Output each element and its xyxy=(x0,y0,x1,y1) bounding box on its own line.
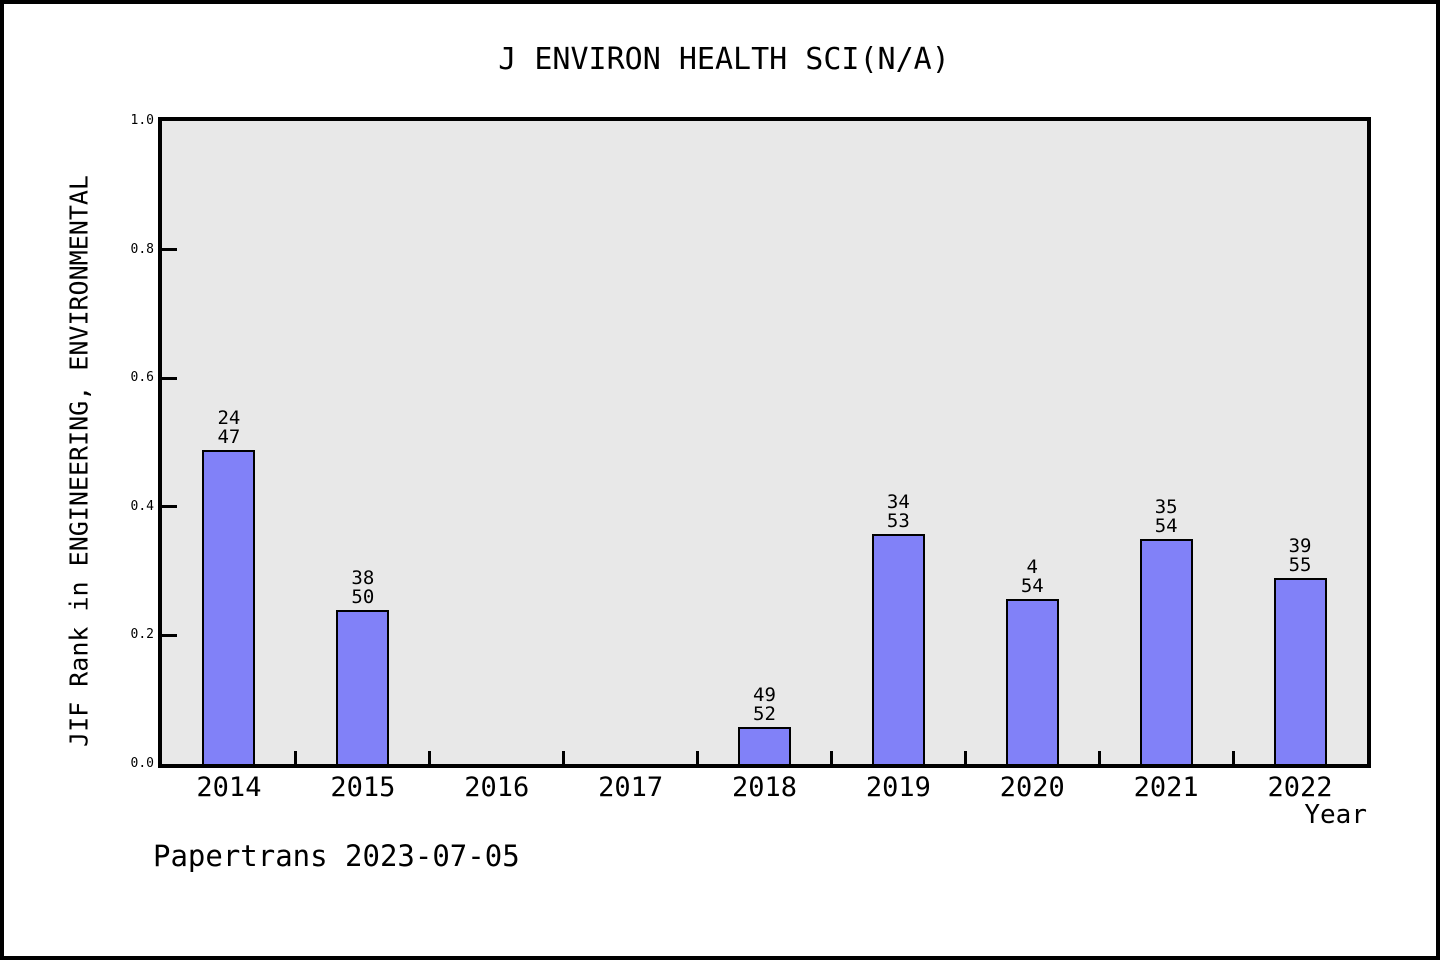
x-tick-label-2016: 2016 xyxy=(464,772,530,803)
bar-value-line: 24 xyxy=(217,407,241,429)
bar-2022 xyxy=(1273,578,1327,764)
y-tick-mark xyxy=(162,248,177,252)
x-tick-label-2018: 2018 xyxy=(731,772,798,803)
y-tick-mark xyxy=(162,633,177,637)
bar-value-line: 52 xyxy=(753,703,776,725)
bar-value-label-2022: 39 55 xyxy=(1289,537,1312,575)
bar-value-label-2021: 35 54 xyxy=(1155,498,1178,536)
bar-value-line: 35 xyxy=(1154,496,1178,518)
bar-value-line: 38 xyxy=(351,567,375,589)
x-tick-mark xyxy=(963,751,967,764)
y-tick-mark xyxy=(162,376,177,380)
bar-2020 xyxy=(1005,599,1059,764)
bar-value-line: 53 xyxy=(886,510,910,532)
bar-2021 xyxy=(1139,539,1193,764)
x-tick-mark xyxy=(1097,751,1101,764)
bar-value-line: 54 xyxy=(1154,515,1178,537)
x-tick-label-2014: 2014 xyxy=(196,772,262,803)
bar-2015 xyxy=(336,610,390,764)
bar-value-label-2014: 24 47 xyxy=(217,409,240,447)
y-tick-label: 0.0 xyxy=(130,756,154,771)
x-tick-mark xyxy=(829,751,833,764)
x-tick-label-2017: 2017 xyxy=(598,772,664,803)
chart-title: J ENVIRON HEALTH SCI(N/A) xyxy=(498,42,950,77)
x-tick-label-2020: 2020 xyxy=(999,772,1065,803)
x-tick-mark xyxy=(428,751,432,764)
bar-value-line: 55 xyxy=(1288,554,1312,576)
x-tick-label-2021: 2021 xyxy=(1133,772,1199,803)
bar-value-label-2019: 34 53 xyxy=(887,493,910,531)
y-tick-label: 1.0 xyxy=(130,113,154,128)
x-tick-label-2022: 2022 xyxy=(1267,772,1333,803)
bar-2014 xyxy=(202,450,256,764)
x-tick-mark xyxy=(294,751,298,764)
y-tick-label: 0.6 xyxy=(130,370,154,386)
x-tick-mark xyxy=(696,751,700,764)
bar-value-label-2020: 4 54 xyxy=(1021,558,1044,596)
bar-value-line: 39 xyxy=(1288,535,1312,557)
bar-value-line: 4 xyxy=(1026,556,1038,578)
y-tick-label: 0.4 xyxy=(130,498,154,514)
bar-value-label-2015: 38 50 xyxy=(351,569,374,607)
x-tick-label-2015: 2015 xyxy=(330,772,396,803)
bar-2018 xyxy=(738,727,791,764)
bar-2019 xyxy=(871,534,925,764)
y-tick-mark xyxy=(162,505,177,509)
x-tick-mark xyxy=(562,751,566,764)
plot-area: 24 47 38 50 49 52 34 53 4 54 35 54 39 55 xyxy=(158,117,1371,768)
x-tick-mark xyxy=(1231,751,1235,764)
y-axis-label: JIF Rank in ENGINEERING, ENVIRONMENTAL xyxy=(64,175,94,747)
y-tick-label: 0.8 xyxy=(130,241,154,257)
y-tick-label: 0.2 xyxy=(130,627,154,643)
bar-value-line: 34 xyxy=(886,491,910,513)
x-axis-label: Year xyxy=(1304,800,1367,830)
footer-watermark: Papertrans 2023-07-05 xyxy=(153,839,520,873)
bar-value-line: 54 xyxy=(1020,575,1044,597)
bar-value-line: 49 xyxy=(753,684,776,706)
bar-value-line: 50 xyxy=(351,586,375,608)
x-tick-label-2019: 2019 xyxy=(865,772,931,803)
bar-value-line: 47 xyxy=(217,426,241,448)
bar-value-label-2018: 49 52 xyxy=(753,686,776,724)
